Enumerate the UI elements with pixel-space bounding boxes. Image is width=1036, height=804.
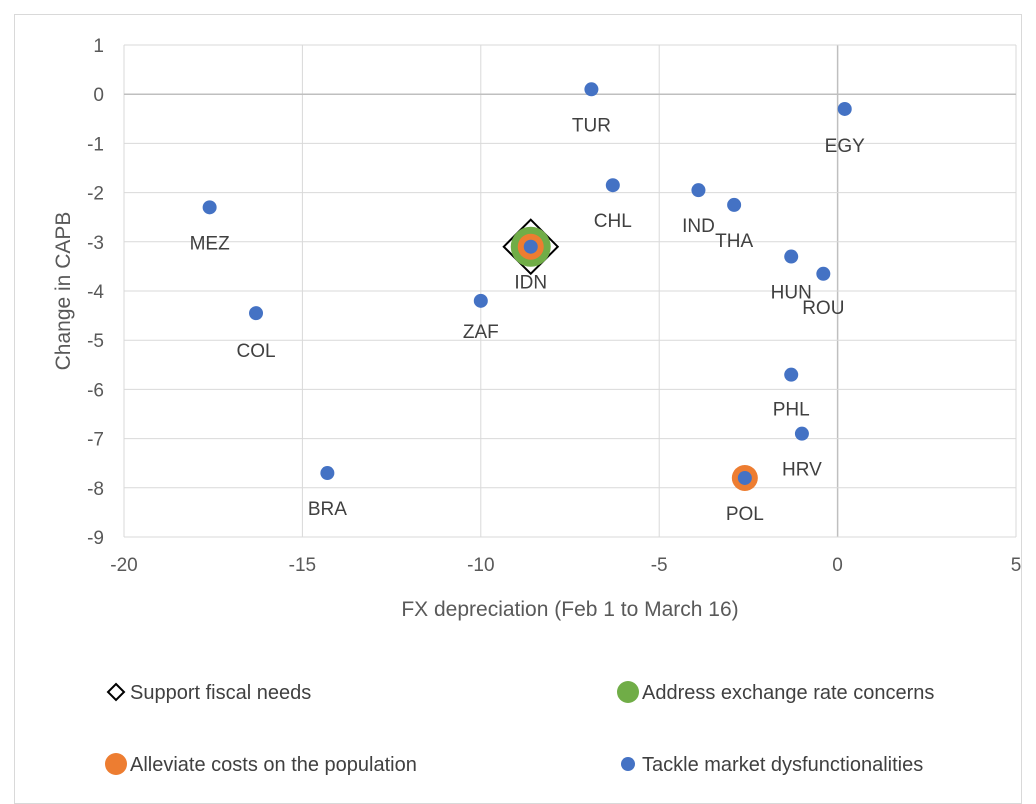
- legend-entry: Support fiscal needs: [130, 682, 311, 704]
- y-tick-label: 1: [93, 36, 104, 57]
- tick-labels: -20 -15 -10 -5 0 510-1-2-3-4-5-6-7-8-9: [87, 36, 1021, 576]
- x-tick-label: 0: [832, 555, 843, 576]
- point-label: ROU: [802, 298, 844, 319]
- y-tick-label: -5: [87, 331, 104, 352]
- y-tick-label: -8: [87, 479, 104, 500]
- point-tackle-market-dysfunctionalities: [249, 306, 264, 321]
- point-label: ZAF: [463, 322, 499, 343]
- legend-marker-diamond: [106, 682, 126, 702]
- point-label: TUR: [572, 115, 611, 136]
- point-tackle-market-dysfunctionalities: [473, 293, 488, 308]
- point-tackle-market-dysfunctionalities: [605, 178, 620, 193]
- y-tick-label: -2: [87, 184, 104, 205]
- point-label: MEZ: [190, 233, 231, 254]
- legend: Support fiscal needs Address exchange rat…: [105, 681, 934, 776]
- point-label: EGY: [825, 136, 865, 157]
- point-label: HUN: [771, 283, 812, 304]
- point-label: PHL: [773, 400, 810, 421]
- point-tackle-market-dysfunctionalities: [794, 426, 809, 441]
- point-label: THA: [715, 231, 753, 252]
- legend-marker-circle: [617, 681, 639, 703]
- point-label: CHL: [594, 211, 632, 232]
- y-tick-label: 0: [93, 85, 104, 106]
- x-tick-label: -15: [289, 555, 316, 576]
- x-tick-label: -20: [110, 555, 137, 576]
- point-label: HRV: [782, 460, 822, 481]
- point-label: BRA: [308, 499, 347, 520]
- y-tick-label: -4: [87, 282, 104, 303]
- legend-marker-circle: [105, 753, 127, 775]
- legend-entry: Alleviate costs on the population: [130, 754, 417, 776]
- point-label: IND: [682, 216, 715, 237]
- x-tick-label: 5: [1011, 555, 1022, 576]
- legend-entry: Tackle market dysfunctionalities: [642, 754, 923, 776]
- point-label: IDN: [514, 273, 547, 294]
- x-tick-label: -5: [651, 555, 668, 576]
- point-tackle-market-dysfunctionalities: [727, 197, 742, 212]
- point-tackle-market-dysfunctionalities: [523, 239, 538, 254]
- chart-frame: [14, 14, 1022, 804]
- y-tick-label: -6: [87, 380, 104, 401]
- y-tick-label: -7: [87, 430, 104, 451]
- y-tick-label: -1: [87, 134, 104, 155]
- y-tick-label: -9: [87, 528, 104, 549]
- x-tick-label: -10: [467, 555, 494, 576]
- point-tackle-market-dysfunctionalities: [202, 200, 217, 215]
- y-tick-label: -3: [87, 233, 104, 254]
- data-points: [202, 82, 852, 491]
- x-axis-label: FX depreciation (Feb 1 to March 16): [401, 598, 738, 621]
- point-tackle-market-dysfunctionalities: [784, 367, 799, 382]
- point-tackle-market-dysfunctionalities: [816, 266, 831, 281]
- legend-marker-circle: [621, 757, 635, 771]
- point-tackle-market-dysfunctionalities: [837, 101, 852, 116]
- point-tackle-market-dysfunctionalities: [691, 183, 706, 198]
- point-label: POL: [726, 504, 764, 525]
- point-tackle-market-dysfunctionalities: [320, 466, 335, 481]
- grid-lines: [123, 44, 1017, 538]
- point-tackle-market-dysfunctionalities: [737, 470, 752, 485]
- point-tackle-market-dysfunctionalities: [584, 82, 599, 97]
- legend-entry: Address exchange rate concerns: [642, 682, 934, 704]
- point-label: COL: [236, 341, 275, 362]
- y-axis-label: Change in CAPB: [52, 212, 75, 371]
- point-tackle-market-dysfunctionalities: [784, 249, 799, 264]
